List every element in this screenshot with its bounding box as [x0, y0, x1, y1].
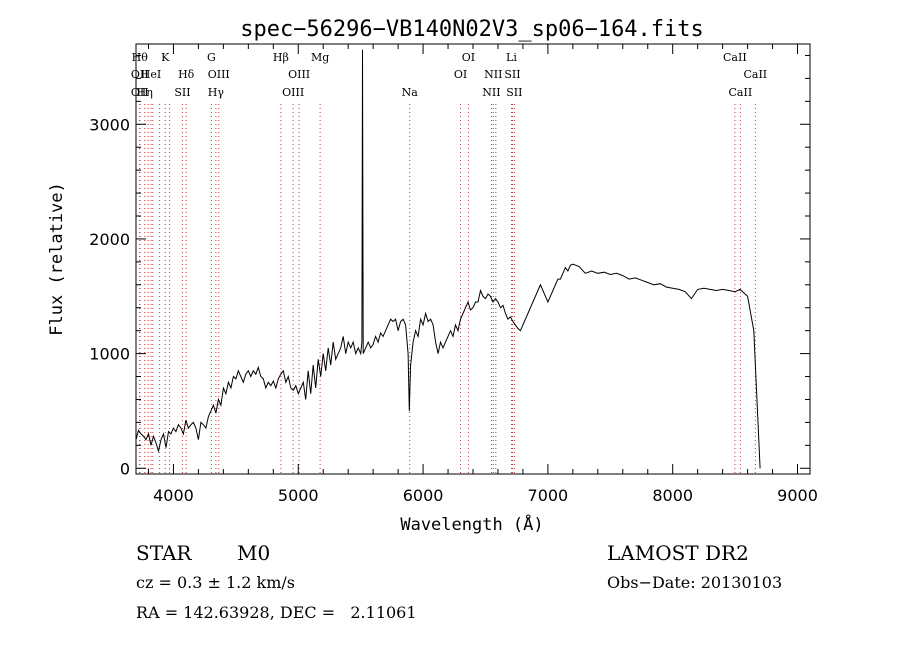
- survey-name: LAMOST DR2: [607, 541, 749, 565]
- line-marker-label: Mg: [311, 51, 329, 64]
- y-tick-label: 1000: [89, 345, 130, 364]
- x-tick-label: 4000: [153, 486, 194, 505]
- y-axis: 0 1000 2000 3000: [89, 54, 810, 478]
- line-marker-label: OIII: [282, 86, 304, 99]
- line-marker-label: Hθ: [132, 51, 149, 64]
- line-marker-label: NII: [482, 86, 500, 99]
- line-marker-label: OI: [462, 51, 475, 64]
- line-marker-label: K: [161, 51, 170, 64]
- line-marker-label: OIII: [288, 68, 310, 81]
- object-subclass: M0: [237, 541, 271, 565]
- line-marker-label: CaII: [743, 68, 767, 81]
- line-marker-label: CaII: [723, 51, 747, 64]
- object-class: STAR: [136, 541, 192, 565]
- line-marker-label: Li: [506, 51, 517, 64]
- x-tick-label: 7000: [528, 486, 569, 505]
- line-marker-label: OII: [131, 68, 149, 81]
- line-marker-label: G: [207, 51, 216, 64]
- spectrum-line: [135, 49, 761, 469]
- line-marker-label: SII: [174, 86, 190, 99]
- redshift-text: cz = 0.3 ± 1.2 km/s: [136, 573, 295, 592]
- line-marker-label: SII: [506, 86, 522, 99]
- obs-date-text: Obs−Date: 20130103: [607, 573, 783, 592]
- plot-frame: [135, 43, 811, 475]
- x-axis-label: Wavelength (Å): [400, 513, 543, 535]
- y-axis-label: Flux (relative): [47, 182, 67, 336]
- line-marker-label: SII: [504, 68, 520, 81]
- spectral-line-markers: HθOIIOIIHηHeIKSIIHδGHγOIIIHβOIIIOIIIMgNa…: [131, 51, 767, 474]
- y-tick-label: 2000: [89, 230, 130, 249]
- x-axis: 4000 5000 6000 7000 8000 9000: [147, 44, 818, 505]
- line-marker-label: Hγ: [208, 86, 225, 99]
- x-tick-label: 6000: [403, 486, 444, 505]
- line-marker-label: OII: [131, 86, 149, 99]
- line-marker-label: NII: [484, 68, 502, 81]
- line-marker-label: OI: [454, 68, 467, 81]
- line-marker-label: CaII: [729, 86, 753, 99]
- x-tick-label: 8000: [652, 486, 693, 505]
- chart-title: spec−56296−VB140N02V3_sp06−164.fits: [240, 17, 704, 42]
- x-tick-label: 5000: [278, 486, 319, 505]
- line-marker-label: OIII: [208, 68, 230, 81]
- line-marker-label: Hδ: [178, 68, 195, 81]
- line-marker-label: Na: [402, 86, 419, 99]
- line-marker-label: Hβ: [273, 51, 289, 64]
- x-tick-label: 9000: [777, 486, 818, 505]
- y-tick-label: 3000: [89, 115, 130, 134]
- line-marker-label: HeI: [141, 68, 161, 81]
- y-tick-label: 0: [120, 459, 130, 478]
- line-marker-label: Hη: [137, 86, 153, 99]
- coordinates-text: RA = 142.63928, DEC = 2.11061: [136, 603, 417, 622]
